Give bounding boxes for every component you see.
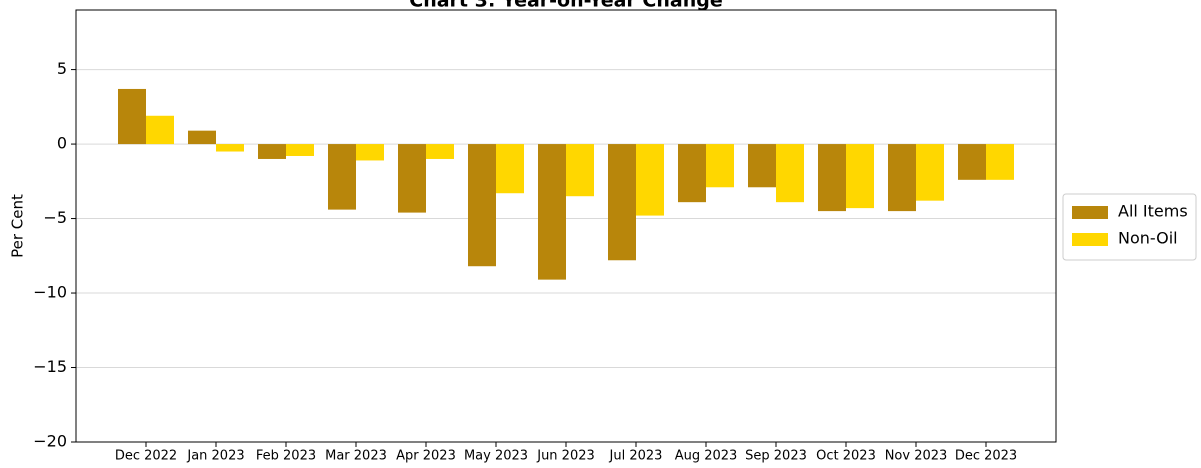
legend-label: Non-Oil bbox=[1118, 229, 1178, 248]
bar bbox=[426, 144, 454, 159]
plot-frame bbox=[75, 9, 1057, 443]
bar bbox=[496, 144, 524, 194]
chart-title: Chart 3: Year-on-Year Change bbox=[409, 0, 722, 12]
y-tick-label: −5 bbox=[43, 208, 67, 227]
bar bbox=[118, 88, 146, 145]
x-tick-label: Dec 2023 bbox=[955, 449, 1017, 464]
bar bbox=[286, 144, 314, 156]
y-tick-label: −20 bbox=[33, 432, 67, 451]
bar bbox=[706, 144, 734, 188]
x-tick-label: Oct 2023 bbox=[816, 449, 876, 464]
bar bbox=[538, 144, 566, 280]
x-tick-label: Sep 2023 bbox=[745, 449, 807, 464]
bar bbox=[356, 144, 384, 161]
bar bbox=[636, 144, 664, 216]
legend-swatch bbox=[1072, 233, 1108, 246]
y-tick-label: 5 bbox=[57, 59, 67, 78]
bar bbox=[986, 144, 1014, 180]
y-tick-label: −10 bbox=[33, 283, 67, 302]
x-tick-label: Jul 2023 bbox=[609, 449, 663, 464]
bar bbox=[188, 130, 216, 145]
bar bbox=[398, 144, 426, 213]
x-tick-label: Feb 2023 bbox=[256, 449, 316, 464]
bar bbox=[608, 144, 636, 261]
x-tick-label: Mar 2023 bbox=[325, 449, 387, 464]
bar bbox=[468, 144, 496, 267]
bar bbox=[776, 144, 804, 203]
bar bbox=[678, 144, 706, 203]
y-tick-label: −15 bbox=[33, 357, 67, 376]
x-tick-label: Jan 2023 bbox=[186, 449, 244, 464]
legend-swatch bbox=[1072, 206, 1108, 219]
x-tick-label: Nov 2023 bbox=[885, 449, 948, 464]
bar bbox=[916, 144, 944, 201]
bar bbox=[958, 144, 986, 180]
bar bbox=[258, 144, 286, 159]
bar bbox=[146, 115, 174, 145]
x-tick-label: Apr 2023 bbox=[396, 449, 456, 464]
x-tick-label: Jun 2023 bbox=[536, 449, 595, 464]
x-tick-label: Aug 2023 bbox=[675, 449, 738, 464]
bar bbox=[566, 144, 594, 197]
legend-label: All Items bbox=[1118, 202, 1188, 221]
y-tick-label: 0 bbox=[57, 134, 67, 153]
x-tick-label: May 2023 bbox=[464, 449, 528, 464]
bar bbox=[216, 144, 244, 152]
bar bbox=[888, 144, 916, 212]
bar bbox=[748, 144, 776, 188]
bar bbox=[328, 144, 356, 210]
bar bbox=[818, 144, 846, 212]
bar bbox=[846, 144, 874, 209]
y-axis-label: Per Cent bbox=[9, 194, 27, 258]
x-tick-label: Dec 2022 bbox=[115, 449, 177, 464]
